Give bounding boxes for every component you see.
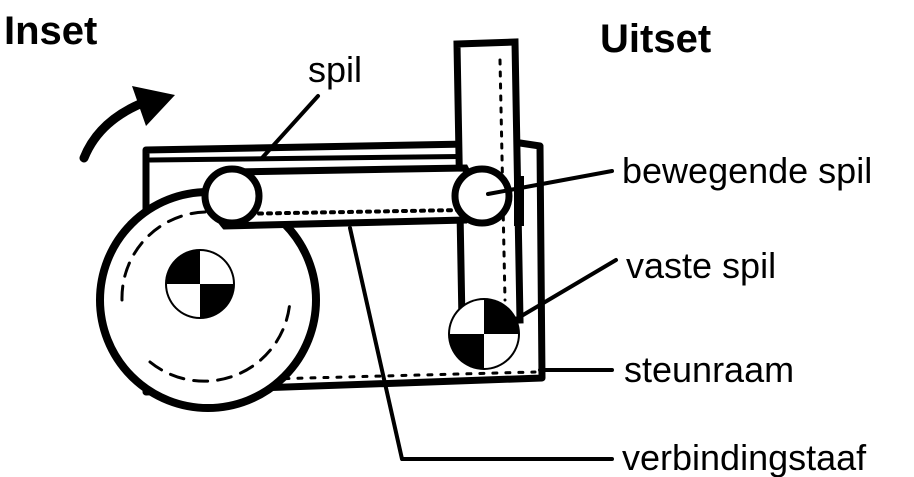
wheel-pin-icon — [201, 165, 263, 227]
label-spil: spil — [308, 49, 362, 90]
label-verbindingstaaf: verbindingstaaf — [622, 437, 867, 477]
input-title: Inset — [4, 9, 97, 53]
fixed-pivot-icon — [448, 298, 520, 370]
wheel-axle-icon — [165, 249, 235, 319]
moving-pivot-icon — [451, 165, 524, 227]
leader-lines — [260, 94, 618, 461]
output-title: Uitset — [600, 17, 711, 61]
rotation-arrow-icon — [79, 86, 175, 163]
label-steunraam: steunraam — [624, 349, 794, 390]
label-bewegende-spil: bewegende spil — [622, 150, 872, 191]
label-vaste-spil: vaste spil — [626, 245, 776, 286]
